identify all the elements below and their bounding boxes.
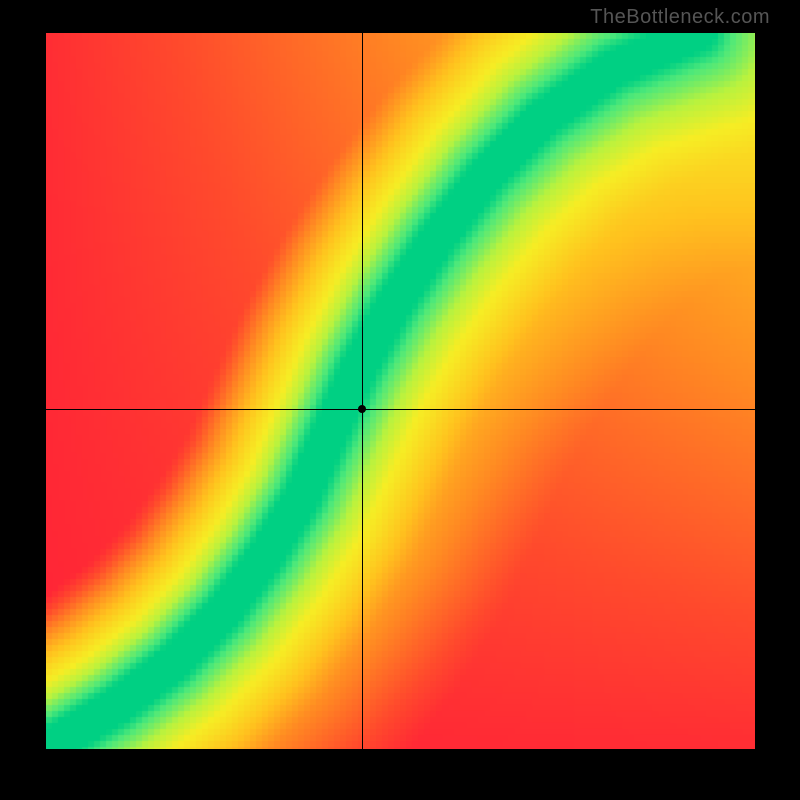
bottleneck-heatmap xyxy=(46,33,755,749)
crosshair-vertical xyxy=(362,33,363,749)
selected-point-marker xyxy=(358,405,366,413)
crosshair-horizontal xyxy=(46,409,755,410)
watermark-text: TheBottleneck.com xyxy=(590,6,770,29)
heatmap-canvas xyxy=(46,33,755,749)
